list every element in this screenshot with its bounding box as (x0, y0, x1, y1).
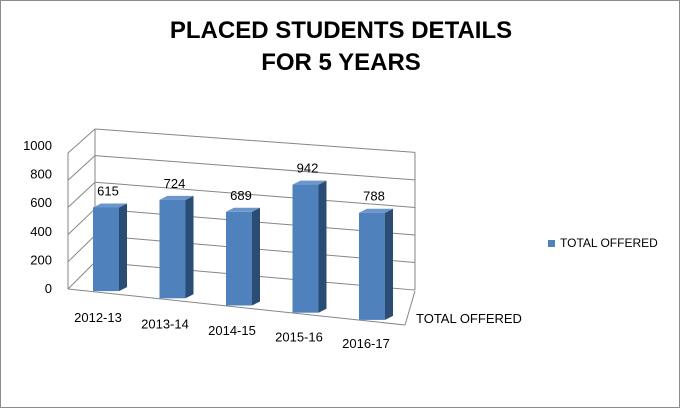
legend-swatch (548, 239, 555, 247)
y-tick-label: 0 (45, 281, 52, 296)
depth-axis-line (404, 290, 416, 326)
bar (359, 212, 385, 320)
data-label: 942 (297, 161, 319, 176)
y-tick-label: 800 (30, 167, 52, 182)
data-label: 689 (230, 188, 252, 203)
bar (93, 207, 119, 292)
y-tick-label: 1000 (23, 138, 52, 153)
bar-top (292, 180, 327, 185)
y-tick-label: 200 (30, 252, 52, 267)
legend: TOTAL OFFERED (548, 236, 658, 250)
x-tick-label: 2016-17 (342, 336, 390, 351)
chart-title-line-1: PLACED STUDENTS DETAILS (169, 17, 513, 44)
side-gridline (67, 261, 96, 290)
category-axis-line (67, 288, 406, 326)
bar-side (119, 203, 127, 292)
gridline (94, 181, 416, 208)
y-tick-label: 600 (30, 195, 52, 210)
chart-title-line-2: FOR 5 YEARS (261, 49, 421, 76)
bar-side (252, 207, 260, 306)
depth-axis-label: TOTAL OFFERED (416, 311, 522, 326)
gridline (94, 155, 416, 181)
x-tick-label: 2015-16 (275, 330, 323, 345)
x-tick-label: 2013-14 (141, 317, 189, 332)
gridline (94, 128, 416, 153)
data-label: 724 (164, 176, 186, 191)
side-gridline (67, 181, 96, 208)
y-tick-label: 400 (30, 224, 52, 239)
data-label: 788 (363, 189, 385, 204)
bar-top (359, 208, 393, 213)
bar (159, 199, 186, 299)
bar-top (159, 195, 194, 200)
x-tick-label: 2012-13 (74, 310, 122, 325)
side-gridline (67, 235, 96, 263)
chart-title: PLACED STUDENTS DETAILS FOR 5 YEARS (91, 15, 591, 79)
x-tick-label: 2014-15 (208, 323, 256, 338)
side-gridline (67, 155, 96, 181)
bar (226, 211, 252, 306)
bar (292, 184, 319, 313)
bar-top (226, 207, 260, 212)
bar-side (385, 208, 393, 320)
legend-label: TOTAL OFFERED (560, 236, 658, 250)
data-label: 615 (97, 183, 119, 198)
bar-top (93, 203, 127, 208)
bar-side (185, 195, 194, 299)
side-gridline (67, 208, 96, 235)
bar-side (318, 180, 327, 313)
side-gridline (67, 128, 96, 154)
